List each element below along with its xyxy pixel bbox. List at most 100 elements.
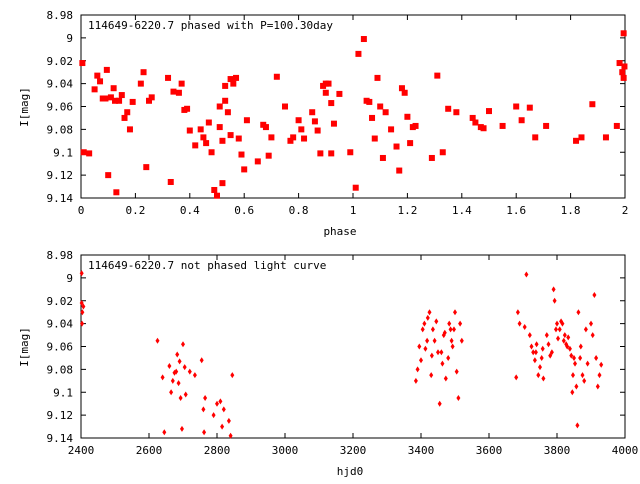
data-point — [565, 343, 570, 350]
data-point — [110, 85, 117, 92]
data-point — [170, 88, 177, 95]
x-tick-label: 2600 — [136, 444, 163, 457]
chart-title: 114649-6220.7 phased with P=100.30day — [88, 19, 333, 32]
data-point — [186, 127, 193, 134]
y-tick-label: 9.04 — [47, 318, 74, 331]
data-point — [570, 372, 575, 379]
data-point — [450, 343, 455, 350]
plot-frame — [80, 14, 626, 199]
data-point — [388, 126, 395, 133]
data-point — [590, 332, 595, 339]
data-point — [539, 354, 544, 361]
data-point — [167, 362, 172, 369]
data-point — [451, 326, 456, 333]
data-point — [322, 89, 329, 96]
data-point — [536, 372, 541, 379]
data-point — [205, 119, 212, 126]
data-point — [178, 394, 183, 401]
data-point — [552, 297, 557, 304]
data-point — [454, 368, 459, 375]
data-point — [107, 94, 114, 101]
data-point — [597, 372, 602, 379]
data-point — [543, 122, 550, 129]
data-point — [112, 97, 118, 104]
data-point — [137, 80, 144, 87]
data-point — [181, 341, 185, 348]
data-point — [401, 89, 408, 96]
data-point — [459, 337, 464, 344]
data-point — [527, 332, 532, 339]
data-point — [197, 126, 204, 133]
data-point — [574, 383, 579, 390]
data-point — [551, 286, 556, 293]
data-point — [290, 134, 297, 141]
data-point — [583, 326, 588, 333]
data-point — [540, 345, 545, 352]
data-point — [355, 50, 362, 57]
data-point — [556, 335, 561, 342]
data-point — [529, 343, 534, 350]
data-point — [589, 320, 593, 327]
data-point — [393, 143, 400, 150]
x-tick-label: 1.2 — [397, 204, 417, 217]
data-point — [434, 318, 439, 325]
data-point — [531, 349, 536, 356]
data-point — [202, 429, 207, 436]
data-point — [480, 125, 487, 132]
x-tick-label: 3400 — [408, 444, 435, 457]
data-point — [211, 412, 216, 419]
data-point — [423, 345, 428, 352]
x-tick-label: 3000 — [272, 444, 299, 457]
data-point — [219, 180, 226, 187]
data-point — [160, 374, 165, 381]
x-tick-label: 1 — [350, 204, 357, 217]
x-tick-label: 3600 — [476, 444, 503, 457]
data-point — [557, 326, 562, 333]
data-point — [178, 80, 185, 87]
data-point — [175, 351, 180, 358]
data-point — [566, 334, 571, 341]
x-tick-label: 2400 — [68, 444, 95, 457]
axis-ticks: 2400 2600 2800 3000 3200 3400 3600 3800 4000 8.98… — [47, 249, 639, 457]
x-tick-label: 0.6 — [234, 204, 254, 217]
data-point — [453, 309, 457, 316]
data-point — [330, 120, 337, 127]
data-point — [553, 326, 558, 333]
data-point — [184, 105, 191, 112]
data-point — [182, 364, 187, 371]
x-tick-label: 4000 — [612, 444, 639, 457]
data-point — [434, 72, 441, 79]
data-point — [273, 73, 280, 80]
data-point — [216, 103, 223, 110]
plot-frame — [80, 254, 626, 439]
data-point — [522, 324, 527, 331]
data-point — [407, 140, 414, 147]
data-points — [79, 30, 628, 199]
data-point — [544, 332, 549, 339]
data-point — [155, 337, 160, 344]
data-point — [569, 352, 574, 359]
data-point — [595, 383, 600, 390]
data-point — [203, 140, 210, 147]
data-point — [221, 406, 226, 413]
data-point — [422, 320, 427, 327]
x-tick-label: 0 — [78, 204, 85, 217]
data-point — [169, 389, 174, 396]
data-point — [415, 366, 420, 373]
data-point — [439, 349, 444, 356]
data-point — [118, 92, 125, 99]
data-point — [534, 341, 539, 348]
data-point — [613, 122, 620, 129]
data-point — [177, 358, 182, 365]
data-point — [116, 97, 123, 104]
data-point — [560, 320, 565, 327]
data-point — [176, 380, 181, 387]
data-point — [437, 400, 442, 407]
y-tick-label: 9.06 — [47, 101, 74, 114]
data-point — [105, 172, 112, 179]
data-point — [262, 124, 269, 131]
x-axis-label: phase — [323, 225, 356, 238]
data-point — [513, 103, 520, 110]
data-point — [486, 108, 492, 115]
